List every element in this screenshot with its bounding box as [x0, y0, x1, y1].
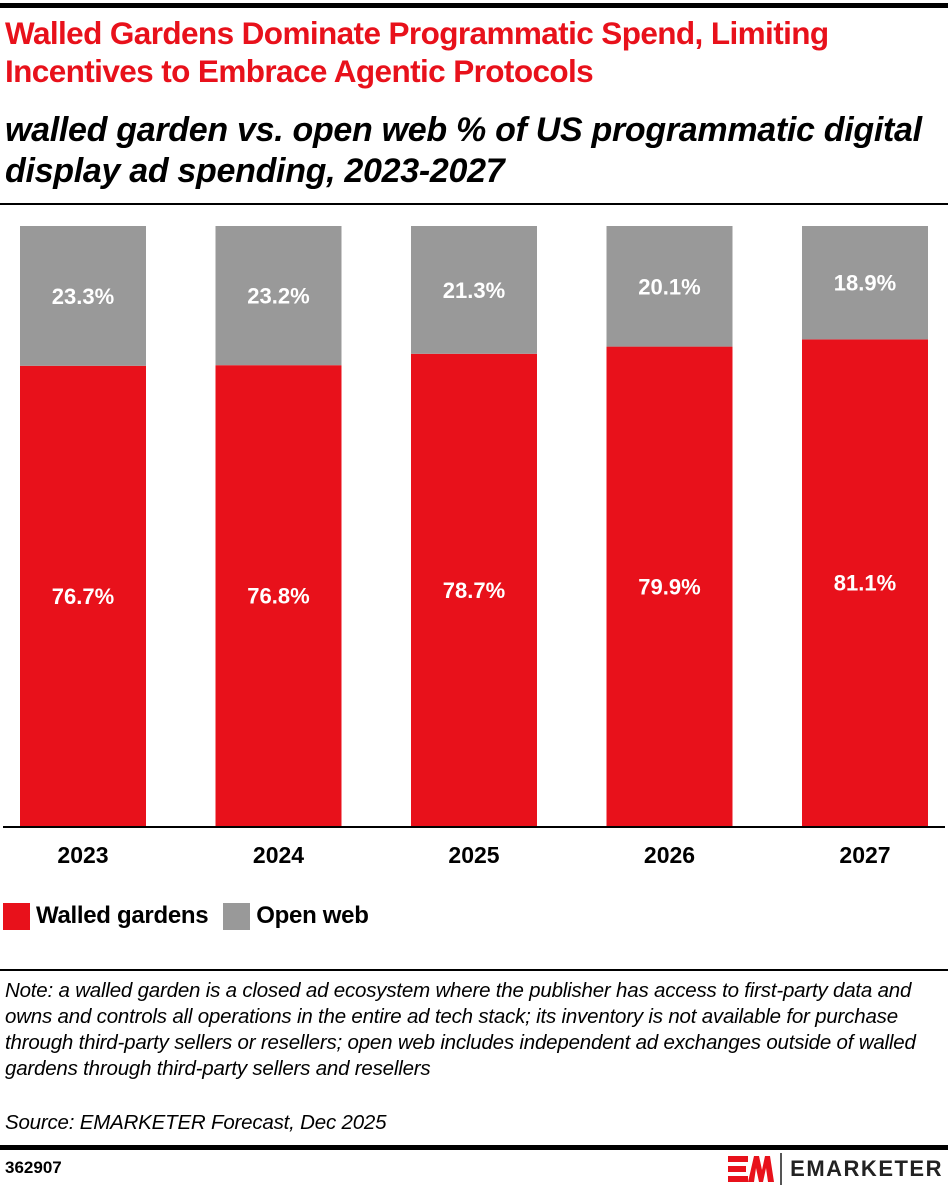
legend-label: Walled gardens [36, 902, 209, 929]
bar-labels-group: 76.7% 23.3% 76.8% 23.2% 78.7% 21.3% 79.9% 20.1%… [52, 271, 896, 609]
legend-label: Open web [256, 902, 369, 929]
footnote: Note: a walled garden is a closed ad eco… [5, 979, 916, 1080]
x-tick-label-2024: 2024 [253, 842, 304, 868]
stacked-bar-chart: 76.7% 23.3% 76.8% 23.2% 78.7% 21.3% 79.9% 20.1%… [3, 226, 945, 868]
bar-open-web-2027 [802, 226, 928, 340]
bar-walled-gardens-2026 [606, 346, 733, 826]
legend-item-walled-gardens: Walled gardens [3, 902, 209, 930]
x-axis-tick-labels: 2023 2024 2025 2026 2027 [57, 842, 890, 868]
bar-open-web-2025 [411, 226, 537, 354]
data-label-walled-gardens-2025: 78.7% [443, 578, 505, 603]
data-label-open-web-2026: 20.1% [638, 274, 700, 299]
data-label-walled-gardens-2023: 76.7% [52, 584, 114, 609]
data-label-open-web-2024: 23.2% [247, 284, 309, 309]
bar-open-web-2024 [215, 226, 342, 366]
x-tick-label-2026: 2026 [644, 842, 695, 868]
bar-walled-gardens-2023 [20, 365, 146, 826]
bar-walled-gardens-2024 [215, 365, 342, 826]
chart-id: 362907 [5, 1158, 62, 1177]
x-tick-label-2023: 2023 [57, 842, 108, 868]
x-tick-label-2025: 2025 [448, 842, 499, 868]
x-tick-label-2027: 2027 [839, 842, 890, 868]
top-rule [0, 3, 948, 8]
data-label-open-web-2023: 23.3% [52, 284, 114, 309]
legend-swatch-walled-gardens [3, 902, 30, 930]
brand-logo: EMARKETER [728, 1153, 943, 1185]
legend-swatch-open-web [223, 902, 251, 930]
bar-open-web-2023 [20, 226, 146, 366]
data-label-walled-gardens-2024: 76.8% [247, 584, 309, 609]
data-label-walled-gardens-2026: 79.9% [638, 574, 700, 599]
brand-name: EMARKETER [790, 1156, 943, 1181]
data-label-open-web-2027: 18.9% [834, 271, 896, 296]
bars-group [20, 226, 928, 826]
data-label-walled-gardens-2027: 81.1% [834, 571, 896, 596]
chart-title: Walled Gardens Dominate Programmatic Spe… [5, 15, 829, 89]
legend: Walled gardens Open web [3, 902, 384, 930]
notes-rule [0, 969, 948, 971]
legend-item-open-web: Open web [223, 902, 369, 930]
subtitle-rule [0, 203, 948, 205]
brand-divider [780, 1153, 783, 1185]
bar-walled-gardens-2027 [802, 339, 928, 826]
bar-open-web-2026 [606, 226, 733, 347]
chart-subtitle: walled garden vs. open web % of US progr… [5, 111, 922, 190]
emarketer-logo-icon [728, 1156, 775, 1182]
bottom-rule [0, 1145, 948, 1150]
bar-walled-gardens-2025 [411, 353, 537, 826]
source-line: Source: EMARKETER Forecast, Dec 2025 [5, 1111, 387, 1134]
data-label-open-web-2025: 21.3% [443, 278, 505, 303]
